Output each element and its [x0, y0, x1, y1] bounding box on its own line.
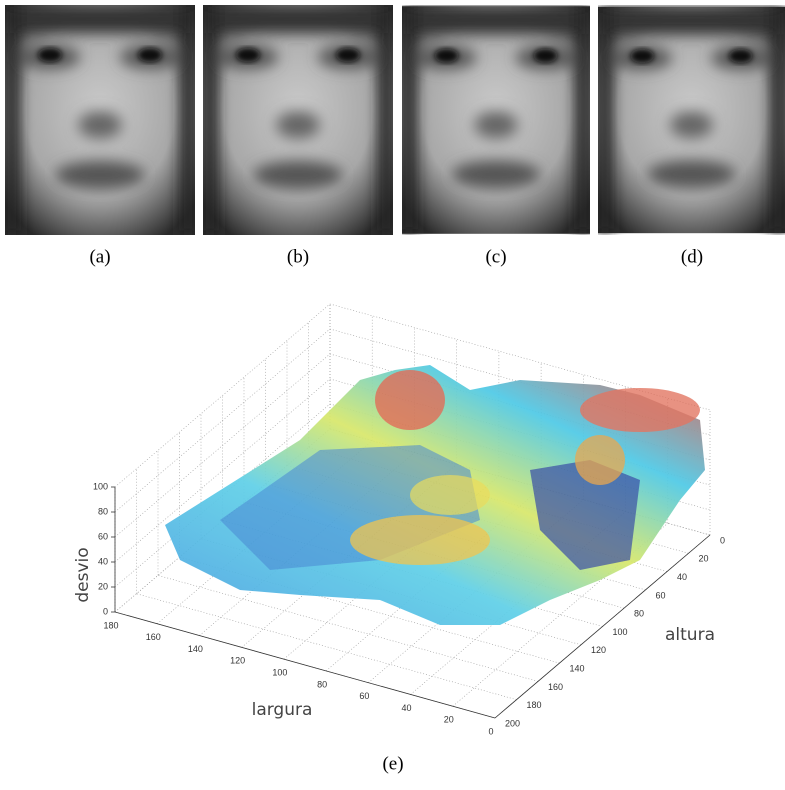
x-tick-label: 60: [359, 691, 369, 701]
z-tick-label: 100: [93, 481, 108, 491]
y-axis-label: altura: [665, 625, 715, 645]
x-tick-label: 20: [444, 715, 454, 725]
grid-line: [114, 378, 331, 563]
x-tick-label: 0: [488, 726, 493, 736]
grid-line: [114, 303, 331, 488]
grid-line: [114, 328, 331, 513]
x-tick-label: 180: [103, 620, 118, 630]
z-tick-label: 40: [98, 556, 108, 566]
y-tick-label: 60: [656, 590, 666, 600]
x-axis-label: largura: [252, 700, 313, 720]
y-tick-label: 40: [677, 572, 687, 582]
z-tick-label: 80: [98, 506, 108, 516]
grid-line: [452, 522, 668, 707]
z-tick-label: 0: [103, 606, 108, 616]
axis-line: [494, 534, 711, 719]
face-image: [598, 7, 785, 233]
x-tick-label: 160: [146, 632, 161, 642]
axis-line: [114, 611, 496, 719]
y-tick-label: 160: [548, 682, 563, 692]
y-tick-label: 20: [699, 554, 709, 564]
y-tick-label: 80: [634, 609, 644, 619]
panel-label: (e): [382, 753, 403, 774]
y-tick-label: 180: [527, 700, 542, 710]
x-tick-label: 140: [188, 644, 203, 654]
x-tick-label: 120: [230, 656, 245, 666]
y-tick-label: 100: [613, 627, 628, 637]
panel-label: (b): [287, 246, 309, 267]
face-image: [5, 5, 195, 235]
y-tick-label: 140: [570, 663, 585, 673]
y-tick-label: 200: [505, 718, 520, 728]
x-tick-label: 80: [317, 679, 327, 689]
y-tick-label: 0: [720, 535, 725, 545]
face-image: [203, 5, 393, 235]
grid-line: [114, 353, 331, 538]
x-tick-label: 40: [402, 703, 412, 713]
panel-label: (c): [485, 246, 506, 267]
panel-label: (a): [89, 246, 110, 267]
z-axis-label: desvio: [73, 547, 93, 602]
face-image: [402, 6, 590, 234]
surface: [165, 365, 705, 625]
panel-label: (d): [681, 246, 703, 267]
z-tick-label: 60: [98, 531, 108, 541]
y-tick-label: 120: [591, 645, 606, 655]
x-tick-label: 100: [272, 667, 287, 677]
z-tick-label: 20: [98, 581, 108, 591]
